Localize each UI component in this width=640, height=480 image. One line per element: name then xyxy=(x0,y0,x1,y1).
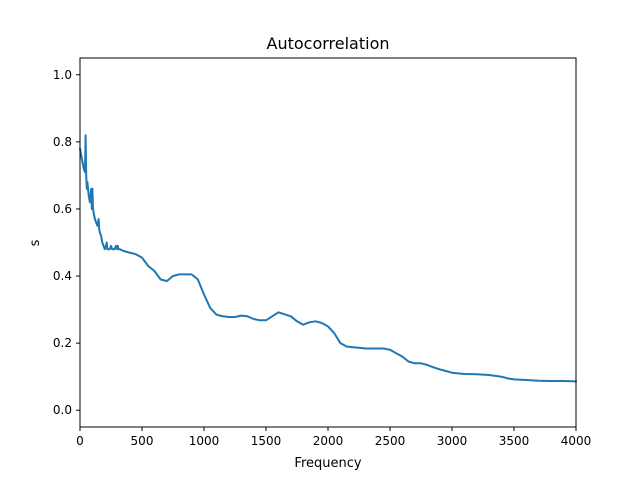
x-tick-label: 0 xyxy=(76,434,84,448)
plot-frame xyxy=(79,57,577,428)
chart-title: Autocorrelation xyxy=(267,34,390,53)
y-tick-label: 0.0 xyxy=(53,403,72,417)
series-line xyxy=(79,134,577,383)
x-tick-label: 2500 xyxy=(375,434,406,448)
x-axis-label: Frequency xyxy=(294,456,361,471)
axes-layer: 0 500 1000 1500 2000 2500 3000 3500 4000 0.0 0.2 0.… xyxy=(53,68,591,448)
x-tick-label: 1500 xyxy=(251,434,282,448)
x-tick-label: 2000 xyxy=(313,434,344,448)
x-tick-label: 3500 xyxy=(499,434,530,448)
y-tick-label: 0.6 xyxy=(53,202,72,216)
y-tick-label: 0.4 xyxy=(53,269,72,283)
x-tick-label: 4000 xyxy=(561,434,592,448)
y-tick-label: 1.0 xyxy=(53,68,72,82)
y-axis-label: s xyxy=(28,239,43,246)
x-tick-label: 3000 xyxy=(437,434,468,448)
x-tick-label: 500 xyxy=(131,434,154,448)
y-tick-label: 0.2 xyxy=(53,336,72,350)
plot-layer xyxy=(79,134,577,383)
x-tick-label: 1000 xyxy=(189,434,220,448)
y-tick-label: 0.8 xyxy=(53,135,72,149)
